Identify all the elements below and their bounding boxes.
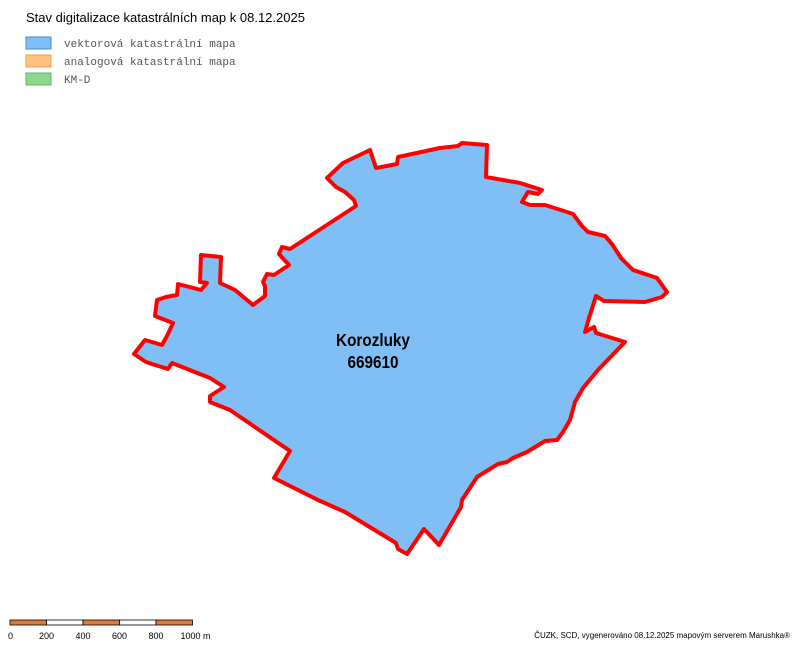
- scale-segment: [155, 619, 193, 626]
- area-code: 669610: [347, 352, 398, 372]
- legend-label: vektorová katastrální mapa: [64, 39, 236, 51]
- scale-bar: 0 200 400 600 800 1000 m: [8, 619, 211, 641]
- scale-label: 200: [39, 631, 54, 641]
- legend-swatch: [25, 54, 52, 68]
- scale-label: 400: [75, 631, 90, 641]
- legend-label: KM-D: [64, 75, 91, 87]
- legend-swatch: [25, 72, 52, 86]
- scale-label: 800: [148, 631, 163, 641]
- map-title: Stav digitalizace katastrálních map k 08…: [26, 10, 305, 25]
- legend-label: analogová katastrální mapa: [64, 57, 236, 69]
- scale-label: 1000 m: [181, 631, 211, 641]
- scale-segment: [82, 619, 120, 626]
- legend: vektorová katastrální mapa analogová kata…: [25, 36, 236, 87]
- scale-segment: [9, 619, 47, 626]
- credit: ČUZK, SCD, vygenerováno 08.12.2025 mapov…: [534, 631, 790, 640]
- cadastral-area: [132, 141, 669, 556]
- scale-segment: [46, 619, 84, 626]
- scale-label: 0: [8, 631, 13, 641]
- scale-label: 600: [112, 631, 127, 641]
- area-name: Korozluky: [336, 330, 411, 350]
- scale-segment: [119, 619, 157, 626]
- legend-swatch: [25, 36, 52, 50]
